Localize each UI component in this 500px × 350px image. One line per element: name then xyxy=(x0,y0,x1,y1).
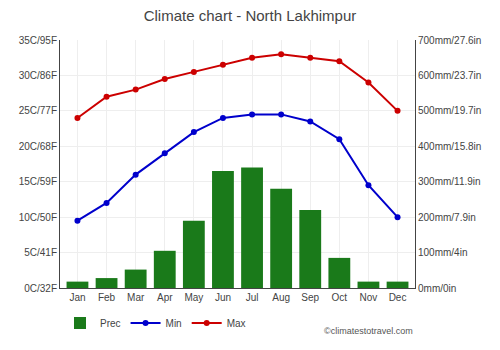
svg-text:15C/59F: 15C/59F xyxy=(19,176,57,187)
svg-text:Sep: Sep xyxy=(301,292,319,303)
svg-text:400mm/15.8in: 400mm/15.8in xyxy=(418,141,481,152)
svg-text:©climatestotravel.com: ©climatestotravel.com xyxy=(324,326,413,336)
svg-text:Aug: Aug xyxy=(272,292,290,303)
svg-text:25C/77F: 25C/77F xyxy=(19,105,57,116)
svg-text:500mm/19.7in: 500mm/19.7in xyxy=(418,105,481,116)
svg-text:700mm/27.6in: 700mm/27.6in xyxy=(418,35,481,46)
svg-text:Apr: Apr xyxy=(157,292,173,303)
svg-text:10C/50F: 10C/50F xyxy=(19,212,57,223)
svg-text:200mm/7.9in: 200mm/7.9in xyxy=(418,212,476,223)
svg-text:Jun: Jun xyxy=(215,292,231,303)
svg-text:35C/95F: 35C/95F xyxy=(19,35,57,46)
svg-text:300mm/11.9in: 300mm/11.9in xyxy=(418,176,481,187)
svg-text:100mm/4in: 100mm/4in xyxy=(418,247,467,258)
svg-text:Max: Max xyxy=(227,318,246,329)
svg-text:0C/32F: 0C/32F xyxy=(24,283,57,294)
svg-text:Climate chart - North Lakhimpu: Climate chart - North Lakhimpur xyxy=(144,7,357,24)
svg-text:Nov: Nov xyxy=(360,292,378,303)
svg-text:0mm/0in: 0mm/0in xyxy=(418,283,456,294)
svg-text:May: May xyxy=(184,292,203,303)
svg-text:Prec: Prec xyxy=(100,318,121,329)
svg-text:Jul: Jul xyxy=(246,292,259,303)
svg-text:Min: Min xyxy=(166,318,182,329)
svg-text:Jan: Jan xyxy=(69,292,85,303)
svg-text:Dec: Dec xyxy=(389,292,407,303)
svg-text:30C/86F: 30C/86F xyxy=(19,70,57,81)
svg-text:600mm/23.7in: 600mm/23.7in xyxy=(418,70,481,81)
svg-text:Feb: Feb xyxy=(98,292,116,303)
svg-text:5C/41F: 5C/41F xyxy=(24,247,57,258)
svg-text:20C/68F: 20C/68F xyxy=(19,141,57,152)
svg-text:Mar: Mar xyxy=(127,292,145,303)
svg-text:Oct: Oct xyxy=(332,292,348,303)
